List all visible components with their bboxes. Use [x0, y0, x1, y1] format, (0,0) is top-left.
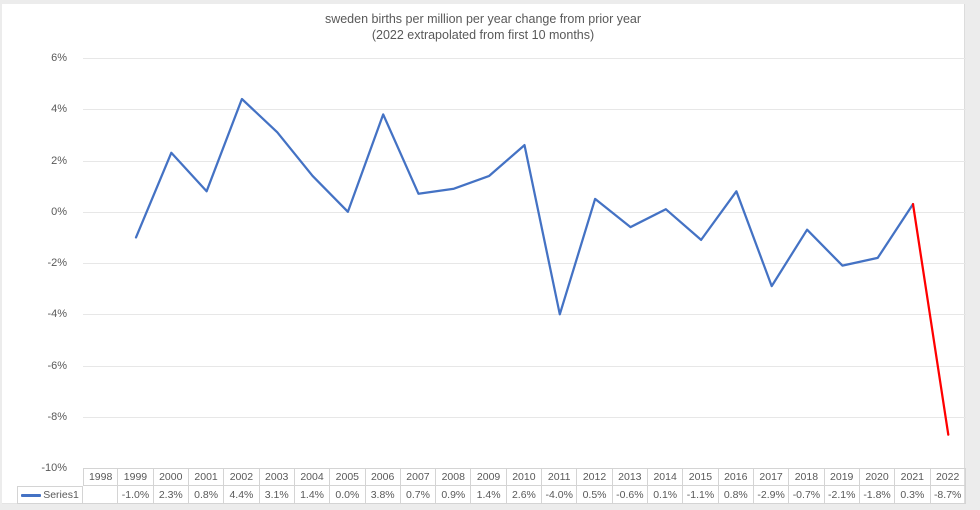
year-header-cell: 2006 [365, 468, 401, 486]
y-tick-label: -4% [47, 308, 67, 321]
year-header-cell: 2001 [188, 468, 225, 486]
year-header-cell: 2002 [224, 468, 260, 486]
year-header-cell: 2012 [577, 468, 613, 486]
gridline [83, 160, 966, 162]
value-cell: 0.8% [718, 486, 754, 504]
gridline [83, 365, 966, 367]
year-header-cell: 2013 [612, 468, 648, 486]
value-cell: -1.1% [683, 486, 719, 504]
year-header-cell: 2007 [400, 468, 437, 486]
value-cell: 0.1% [648, 486, 684, 504]
year-header-cell: 1999 [118, 468, 154, 486]
year-header-cell: 2008 [436, 468, 472, 486]
year-header-cell: 2019 [824, 468, 860, 486]
value-cell: 0.7% [400, 486, 437, 504]
series-line-highlight [911, 202, 950, 436]
value-cell: -8.7% [930, 486, 966, 504]
y-axis: 6% 4% 2% 0% -2% -4% -6% -8% -10% [2, 4, 67, 503]
value-cell: 2.3% [153, 486, 189, 504]
series-line-main [134, 97, 915, 316]
year-header-cell: 2011 [542, 468, 578, 486]
year-header-cell: 2022 [930, 468, 966, 486]
year-header-cell: 2005 [330, 468, 366, 486]
value-cell: 1.4% [294, 486, 331, 504]
year-header-cell: 2014 [648, 468, 684, 486]
chart-title: sweden births per million per year chang… [2, 11, 964, 44]
chart-title-line2: (2022 extrapolated from first 10 months) [371, 28, 595, 43]
chart-title-line1: sweden births per million per year chang… [324, 12, 642, 26]
value-cell: -1.8% [859, 486, 896, 504]
year-header-cell: 1998 [83, 468, 119, 486]
y-tick-label: -8% [47, 410, 67, 423]
series-line-canvas [134, 97, 950, 436]
year-header-row: 1998 1999 2000 2001 2002 2003 2004 2005 2006 2007… [17, 468, 966, 486]
value-cell: 0.5% [577, 486, 613, 504]
year-header-cell: 2015 [683, 468, 719, 486]
value-row: Series1 -1.0% 2.3% 0.8% 4.4% 3.1% 1.4% 0.0% 3.8%… [17, 486, 966, 504]
value-cell: 0.8% [188, 486, 225, 504]
y-tick-label: 0% [51, 205, 67, 218]
gridline [83, 314, 966, 316]
gridline [83, 58, 966, 59]
value-cell: -0.7% [789, 486, 825, 504]
value-cell: 4.4% [224, 486, 260, 504]
year-header-cell: 2020 [859, 468, 896, 486]
year-header-cell: 2021 [895, 468, 931, 486]
legend-line-swatch-icon [21, 493, 42, 497]
year-header-cell: 2000 [153, 468, 189, 486]
value-cell: 3.1% [259, 486, 295, 504]
year-header-cell: 2003 [259, 468, 295, 486]
data-table: 1998 1999 2000 2001 2002 2003 2004 2005 2006 2007… [17, 468, 966, 504]
chart-frame: sweden births per million per year chang… [2, 4, 966, 504]
value-cell: 2.6% [506, 486, 543, 504]
plot-area [83, 58, 966, 468]
value-cell: -2.9% [753, 486, 790, 504]
gridline [83, 211, 966, 213]
value-cell: -1.0% [118, 486, 154, 504]
value-cell: -0.6% [612, 486, 648, 504]
value-cell: 0.0% [330, 486, 366, 504]
value-cell: 1.4% [471, 486, 507, 504]
year-header-cell: 2016 [718, 468, 754, 486]
y-tick-label: -6% [47, 359, 67, 372]
value-cell: 0.9% [436, 486, 472, 504]
value-cell: -2.1% [824, 486, 860, 504]
year-header-cell: 2010 [506, 468, 543, 486]
gridline [83, 263, 966, 264]
value-cell: 0.3% [895, 486, 931, 504]
y-tick-label: 2% [51, 154, 67, 167]
table-corner-spacer [17, 468, 83, 486]
legend-series-label: Series1 [43, 489, 79, 501]
y-tick-label: -2% [47, 257, 67, 269]
legend-cell: Series1 [17, 486, 83, 504]
value-cell: 3.8% [365, 486, 401, 504]
year-header-cell: 2004 [294, 468, 331, 486]
value-cell [83, 486, 119, 504]
y-tick-label: 6% [51, 52, 67, 64]
year-header-cell: 2017 [753, 468, 790, 486]
gridline [83, 109, 966, 111]
y-tick-label: -10% [41, 462, 67, 474]
year-header-cell: 2009 [471, 468, 507, 486]
year-header-cell: 2018 [789, 468, 825, 486]
value-cell: -4.0% [542, 486, 578, 504]
y-tick-label: 4% [51, 103, 67, 116]
gridline [83, 416, 966, 418]
